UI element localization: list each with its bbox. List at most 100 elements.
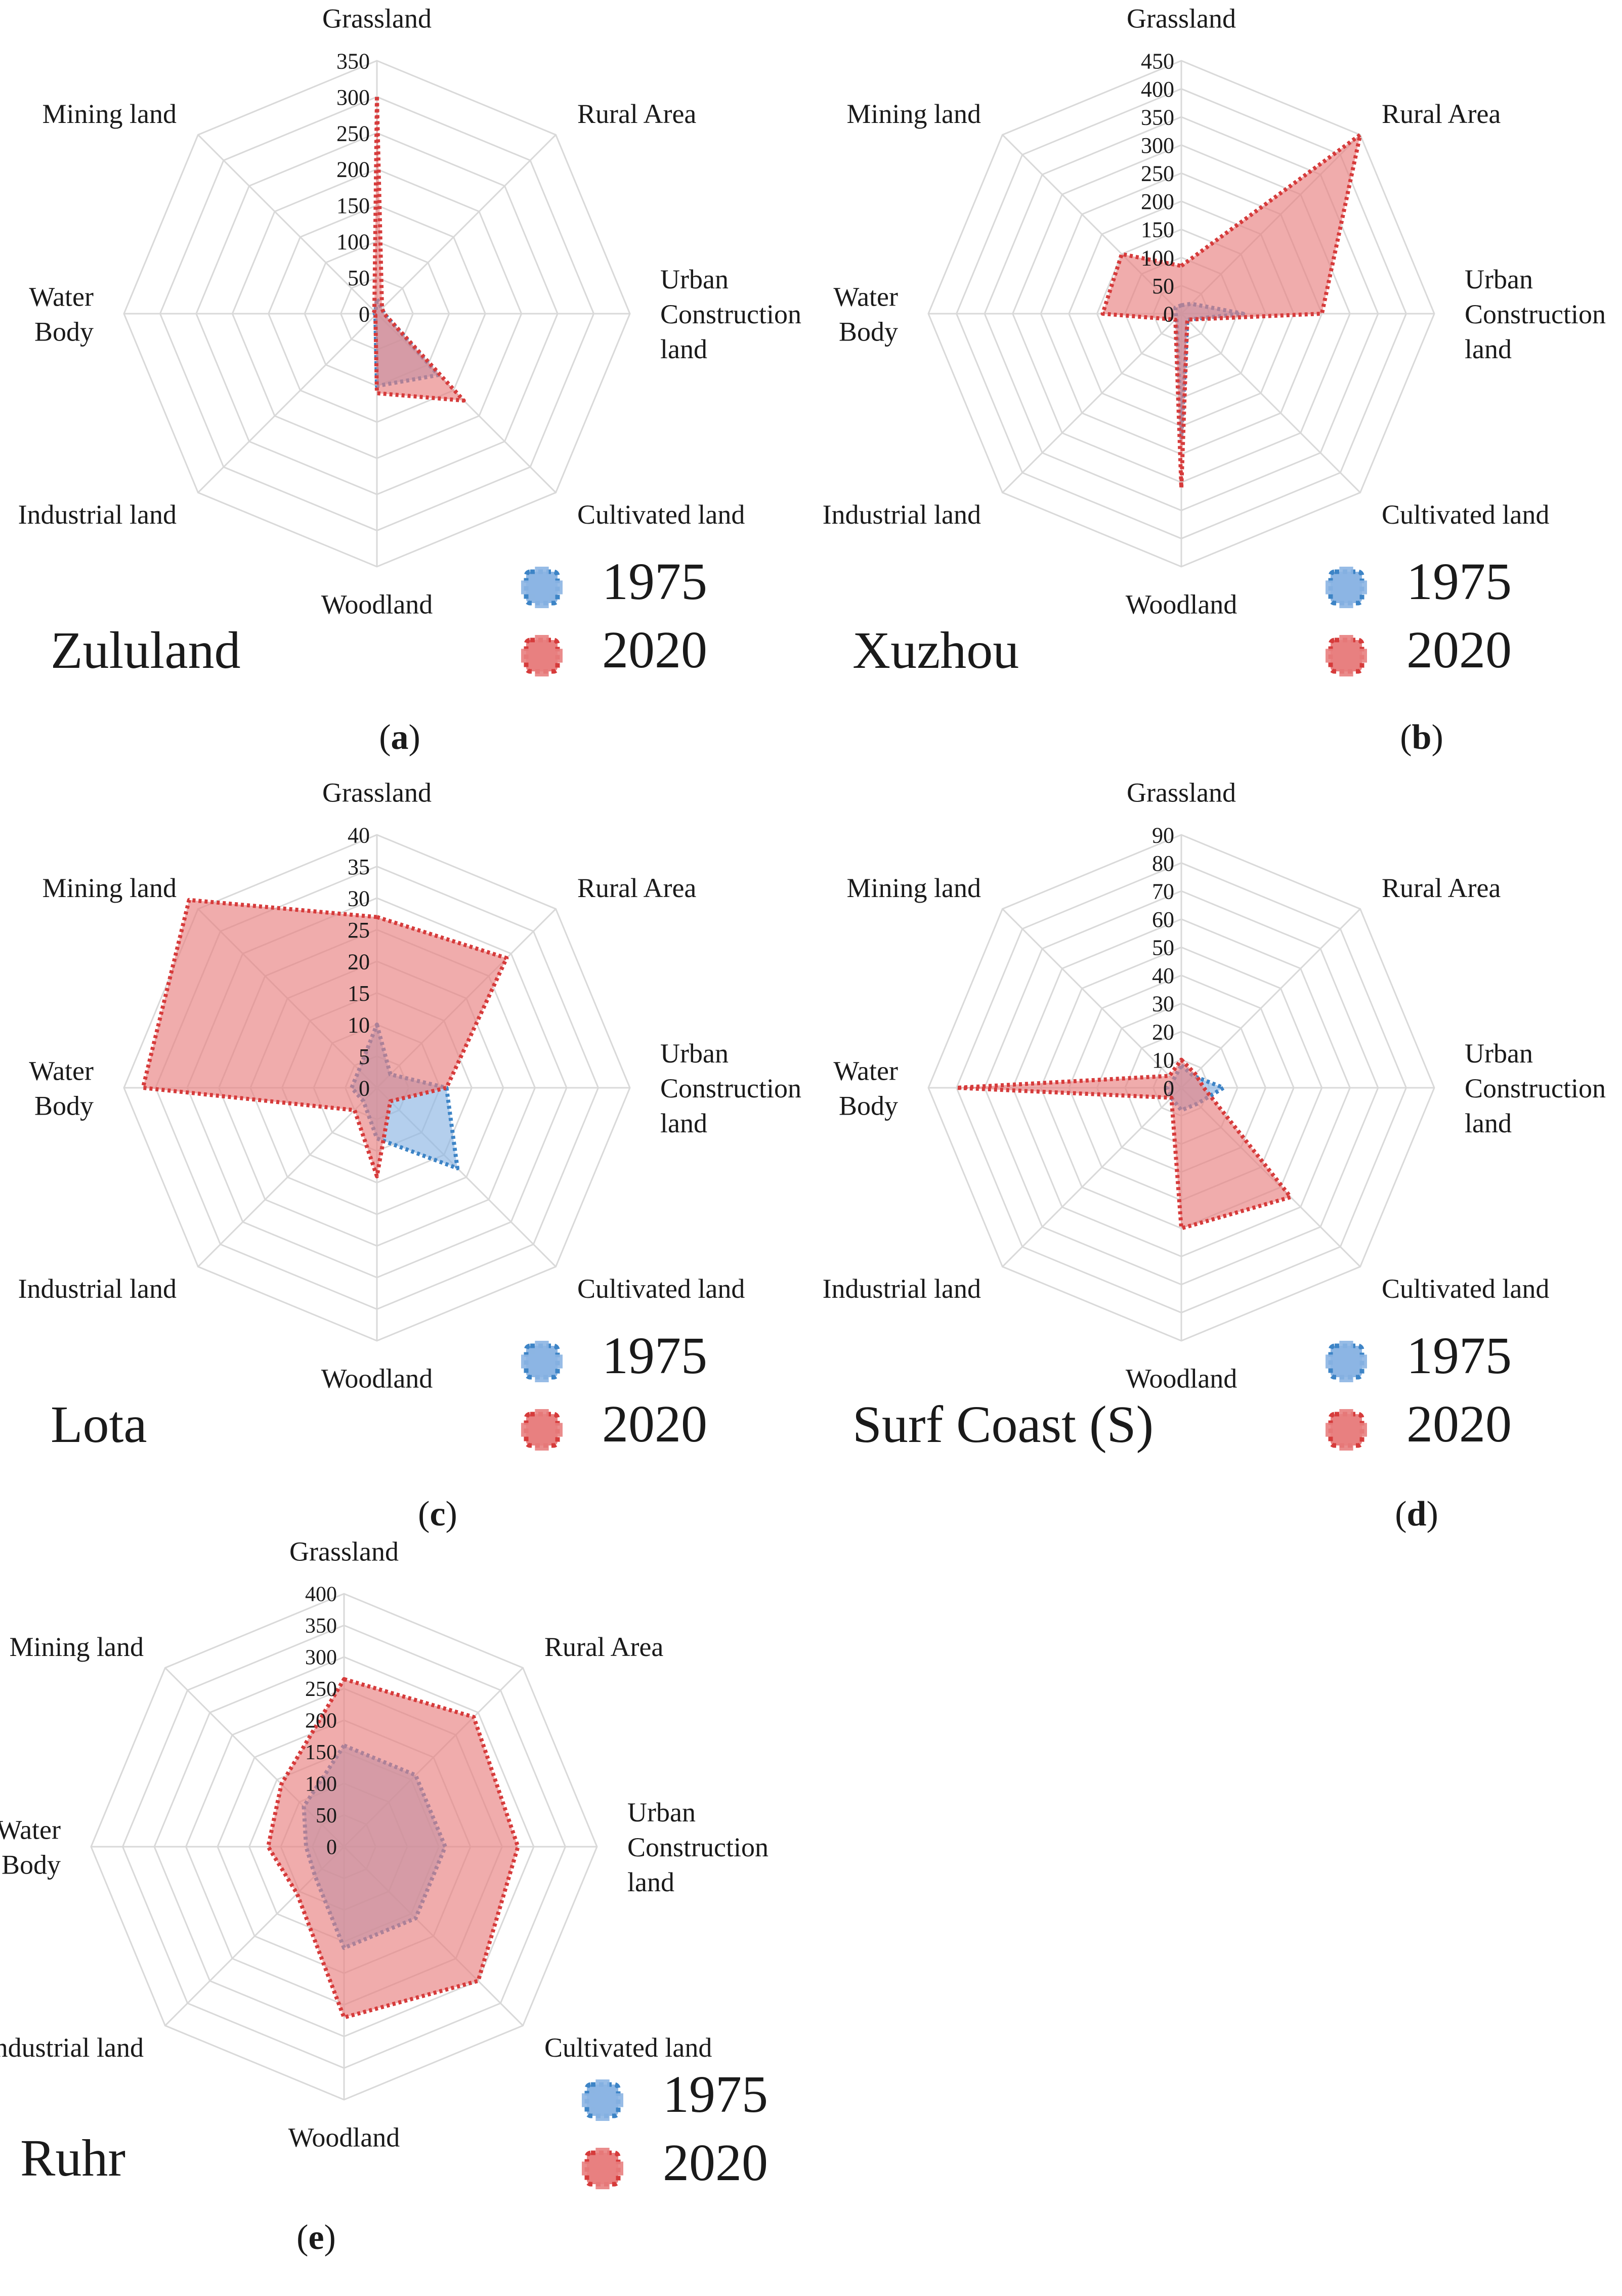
legend-label-2020: 2020	[1406, 1395, 1512, 1453]
tick-label: 50	[316, 1804, 337, 1827]
axis-label-mining-land: Mining land	[10, 1632, 144, 1662]
series-2020	[1100, 133, 1362, 490]
axis-label-industrial-land: Industrial land	[823, 499, 981, 530]
tick-label: 350	[1141, 105, 1174, 130]
tick-label: 150	[1141, 218, 1174, 242]
legend: 1975 2020	[521, 1327, 707, 1453]
tick-label: 350	[305, 1614, 337, 1638]
panel-label: (c)	[418, 1495, 457, 1534]
tick-label: 200	[1141, 189, 1174, 214]
axis-label-urban-construction-land: Urban Construction land	[627, 1797, 769, 1897]
axis-label-mining-land: Mining land	[847, 99, 981, 129]
tick-label: 450	[1141, 49, 1174, 73]
tick-labels: 0 5 10 15 20 25 30 35 40	[348, 823, 370, 1100]
tick-label: 50	[1152, 936, 1174, 960]
legend-label-2020: 2020	[602, 621, 707, 679]
tick-label: 30	[348, 886, 370, 911]
axis-label-grassland: Grassland	[289, 1537, 399, 1567]
panel-label: (b)	[1400, 718, 1443, 757]
tick-label: 15	[348, 981, 370, 1006]
tick-label: 100	[305, 1773, 337, 1796]
axis-label-rural-area: Rural Area	[1382, 873, 1501, 903]
grid-spoke	[1002, 908, 1182, 1089]
tick-label: 250	[305, 1678, 337, 1701]
tick-label: 0	[1163, 1076, 1174, 1100]
tick-label: 0	[359, 302, 370, 326]
axis-label-rural-area: Rural Area	[1382, 99, 1501, 129]
axis-label-grassland: Grassland	[1127, 778, 1236, 808]
grid-spoke	[197, 134, 378, 315]
legend-swatch-1975	[521, 567, 563, 608]
tick-label: 10	[348, 1012, 370, 1037]
legend-swatch-1975	[1326, 567, 1367, 608]
tick-label: 90	[1152, 823, 1174, 847]
axis-label-cultivated-land: Cultivated land	[1382, 499, 1549, 530]
tick-label: 20	[348, 949, 370, 974]
tick-label: 100	[1141, 245, 1174, 270]
tick-label: 400	[1141, 77, 1174, 102]
panel-label: (a)	[379, 718, 420, 757]
axis-label-urban-construction-land: Urban Construction land	[660, 264, 801, 364]
legend-label-1975: 1975	[602, 1327, 707, 1385]
axis-label-urban-construction-land: Urban Construction land	[1465, 264, 1606, 364]
tick-label: 30	[1152, 992, 1174, 1016]
tick-labels: 0 50 100 150 200 250 300 350 400 450	[1141, 49, 1174, 326]
axis-label-mining-land: Mining land	[847, 873, 981, 903]
legend-swatch-2020	[1326, 635, 1367, 676]
legend-label-1975: 1975	[1406, 1327, 1512, 1385]
chart-title: Xuzhou	[852, 621, 1019, 679]
axis-label-mining-land: Mining land	[42, 99, 177, 129]
axis-label-urban-construction-land: Urban Construction land	[660, 1038, 801, 1138]
legend-swatch-1975	[521, 1341, 563, 1382]
legend: 1975 2020	[521, 552, 707, 679]
series-2020	[954, 1057, 1293, 1230]
axis-label-woodland: Woodland	[321, 1363, 433, 1393]
axis-label-urban-construction-land: Urban Construction land	[1465, 1038, 1606, 1138]
tick-label: 60	[1152, 907, 1174, 932]
grid-spoke	[1180, 908, 1361, 1089]
series-2020	[266, 1677, 520, 2020]
chart-title: Zululand	[51, 621, 240, 679]
axis-label-industrial-land: Industrial land	[823, 1273, 981, 1304]
axis-label-cultivated-land: Cultivated land	[1382, 1273, 1549, 1304]
axis-label-water-body: Water Body	[833, 1055, 898, 1121]
tick-label: 300	[336, 85, 370, 110]
tick-labels: 0 10 20 30 40 50 60 70 80 90	[1152, 823, 1174, 1100]
tick-label: 350	[336, 49, 370, 73]
axis-label-woodland: Woodland	[1126, 1363, 1237, 1393]
grid-spoke	[1002, 1087, 1182, 1267]
legend: 1975 2020	[1326, 552, 1512, 679]
tick-label: 80	[1152, 851, 1174, 876]
axis-label-cultivated-land: Cultivated land	[544, 2032, 712, 2063]
chart-title: Lota	[51, 1395, 147, 1454]
axis-label-grassland: Grassland	[322, 4, 432, 34]
axis-label-water-body: Water Body	[29, 1055, 94, 1121]
legend-swatch-1975	[1326, 1341, 1367, 1382]
axis-label-rural-area: Rural Area	[544, 1632, 663, 1662]
tick-label: 20	[1152, 1019, 1174, 1044]
chart-title: Surf Coast (S)	[852, 1395, 1154, 1454]
axis-label-rural-area: Rural Area	[577, 873, 696, 903]
legend-label-1975: 1975	[663, 2065, 768, 2123]
axis-label-woodland: Woodland	[1126, 589, 1237, 619]
radar-chart-d: 0 10 20 30 40 50 60 70 80 90 Grassland Rural Area Ur…	[823, 778, 1606, 1534]
legend-swatch-2020	[521, 635, 563, 676]
tick-labels: 0 50 100 150 200 250 300 350	[336, 49, 370, 326]
tick-label: 10	[1152, 1048, 1174, 1073]
tick-label: 50	[348, 266, 370, 290]
tick-label: 50	[1152, 274, 1174, 299]
series-2020	[141, 898, 509, 1178]
radar-chart-e: 0 50 100 150 200 250 300 350 400 Grassland Rural A…	[0, 1537, 769, 2257]
legend-swatch-2020	[582, 2148, 623, 2189]
axis-label-rural-area: Rural Area	[577, 99, 696, 129]
axis-label-grassland: Grassland	[1127, 4, 1236, 34]
axis-label-mining-land: Mining land	[42, 873, 177, 903]
tick-label: 100	[336, 230, 370, 254]
axis-label-grassland: Grassland	[322, 778, 432, 808]
legend-label-2020: 2020	[663, 2134, 768, 2192]
grid-spoke	[197, 313, 378, 493]
series-2020	[371, 95, 466, 403]
legend-swatch-1975	[582, 2079, 623, 2121]
